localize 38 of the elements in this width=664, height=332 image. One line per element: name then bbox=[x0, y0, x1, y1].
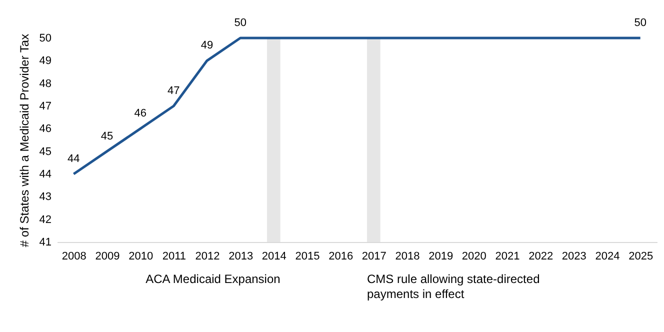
data-label: 50 bbox=[634, 17, 646, 29]
y-tick-label: 41 bbox=[39, 236, 52, 248]
data-label: 46 bbox=[134, 108, 146, 120]
x-tick-label: 2023 bbox=[562, 250, 586, 262]
x-tick-label: 2025 bbox=[628, 250, 654, 262]
y-tick-label: 49 bbox=[39, 55, 52, 68]
y-tick-label: 46 bbox=[39, 123, 52, 136]
x-tick-label: 2020 bbox=[462, 250, 486, 262]
x-tick-label: 2016 bbox=[328, 250, 354, 262]
data-label: 45 bbox=[100, 130, 114, 142]
x-tick-label: 2018 bbox=[395, 250, 420, 262]
x-tick-label: 2014 bbox=[262, 250, 286, 262]
band-label: CMS rule allowing state-directed payments in effect bbox=[367, 272, 540, 301]
y-tick-label: 47 bbox=[39, 100, 52, 112]
x-tick-label: 2012 bbox=[195, 250, 220, 262]
x-tick-label: 2009 bbox=[95, 250, 120, 262]
x-tick-label: 2017 bbox=[362, 250, 386, 262]
y-tick-label: 45 bbox=[39, 146, 52, 158]
band-label: ACA Medicaid Expansion bbox=[146, 272, 280, 286]
x-tick-label: 2022 bbox=[528, 250, 554, 262]
x-tick-label: 2011 bbox=[162, 250, 186, 262]
x-tick-label: 2013 bbox=[228, 250, 254, 262]
data-label: 44 bbox=[68, 153, 80, 165]
x-tick-label: 2019 bbox=[428, 250, 454, 262]
x-tick-label: 2010 bbox=[128, 250, 154, 262]
y-tick-label: 43 bbox=[39, 191, 52, 204]
y-tick-label: 44 bbox=[39, 168, 52, 180]
y-tick-label: 50 bbox=[39, 32, 52, 44]
x-tick-label: 2015 bbox=[295, 250, 320, 262]
y-tick-label: 42 bbox=[39, 214, 52, 226]
x-tick-label: 2024 bbox=[595, 250, 620, 262]
data-label: 49 bbox=[200, 40, 214, 52]
x-tick-label: 2021 bbox=[495, 250, 520, 262]
data-label: 50 bbox=[234, 17, 246, 29]
y-tick-label: 48 bbox=[39, 78, 52, 90]
y-axis-title: # of States with a Medicaid Provider Tax bbox=[17, 34, 32, 248]
x-tick-label: 2008 bbox=[62, 250, 86, 262]
data-label: 47 bbox=[168, 85, 180, 97]
